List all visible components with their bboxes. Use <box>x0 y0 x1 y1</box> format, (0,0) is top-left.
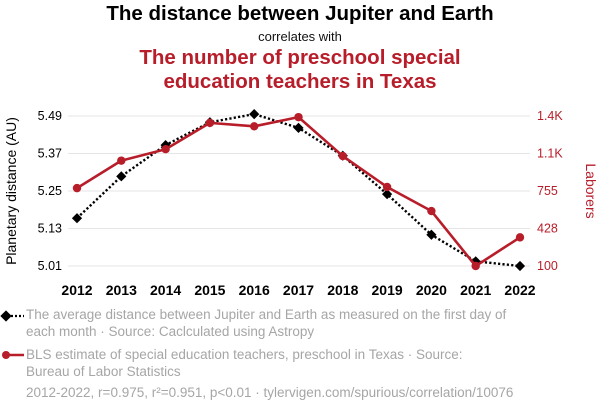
y-right-tick-label: 1.4K <box>537 109 563 123</box>
y-right-tick-label: 428 <box>537 222 558 236</box>
chart-subtitle: correlates with <box>258 29 342 44</box>
x-tick-label: 2012 <box>61 282 92 298</box>
point-teachers <box>471 261 480 271</box>
chart-title: The distance between Jupiter and Earth <box>106 2 494 25</box>
legend-item-distance: The average distance between Jupiter and… <box>26 306 586 340</box>
chart-footer: 2012-2022, r=0.975, r²=0.951, p<0.01 · t… <box>26 385 514 400</box>
axes: 5.01 5.13 5.25 5.37 5.49 100 428 755 1.1K 1.4K 201… <box>3 109 599 298</box>
x-tick-label: 2013 <box>106 282 137 298</box>
series-line-teachers <box>76 115 521 268</box>
grid-lines <box>68 115 530 267</box>
series-layer <box>71 109 526 272</box>
point-teachers <box>117 156 126 165</box>
x-tick-label: 2022 <box>504 282 535 298</box>
point-teachers <box>205 118 215 128</box>
point-teachers <box>250 122 259 131</box>
legend-item-teachers-line2: Bureau of Labor Statistics <box>26 364 181 379</box>
y-left-tick-label: 5.13 <box>38 222 62 236</box>
point-teachers <box>294 112 303 122</box>
y-left-tick-label: 5.37 <box>38 147 62 161</box>
x-tick-label: 2015 <box>194 282 225 298</box>
x-tick-label: 2016 <box>239 282 270 298</box>
legend-circle-icon <box>2 351 10 359</box>
point-distance <box>514 260 526 272</box>
point-teachers <box>338 151 347 161</box>
legend-item-teachers: BLS estimate of special education teache… <box>26 346 586 380</box>
y-right-axis-label: Laborers <box>583 163 599 218</box>
legend-item-distance-line2: each month · Source: Caclculated using A… <box>26 324 315 339</box>
x-tick-label: 2014 <box>150 282 181 298</box>
point-teachers <box>161 145 170 154</box>
point-distance <box>71 213 83 224</box>
point-teachers <box>382 182 392 192</box>
chart-title-secondary-line1: The number of preschool special <box>139 46 461 69</box>
point-distance <box>116 171 127 182</box>
y-left-tick-label: 5.25 <box>38 184 62 198</box>
y-right-tick-label: 1.1K <box>537 147 563 161</box>
legend-marker-distance <box>0 310 24 322</box>
x-tick-label: 2021 <box>460 282 491 298</box>
point-teachers <box>427 206 436 216</box>
legend-item-distance-line1: The average distance between Jupiter and… <box>26 307 507 322</box>
chart-title-secondary: The number of preschool special educatio… <box>60 46 540 94</box>
legend-item-teachers-line1: BLS estimate of special education teache… <box>26 347 463 362</box>
point-distance <box>249 109 260 120</box>
y-right-tick-label: 100 <box>537 259 558 273</box>
chart-title-secondary-line2: education teachers in Texas <box>163 70 437 93</box>
y-left-tick-label: 5.49 <box>38 109 62 123</box>
y-right-tick-label: 755 <box>537 184 558 198</box>
legend-diamond-icon <box>0 310 12 322</box>
y-left-axis-label: Planetary distance (AU) <box>3 117 19 265</box>
legend-marker-teachers <box>2 351 24 359</box>
x-tick-label: 2019 <box>372 282 403 298</box>
point-teachers <box>515 233 525 242</box>
y-left-tick-label: 5.01 <box>38 259 62 273</box>
x-tick-label: 2018 <box>327 282 358 298</box>
series-line-distance <box>76 112 521 268</box>
point-teachers <box>72 183 82 193</box>
x-tick-label: 2020 <box>416 282 447 298</box>
x-tick-label: 2017 <box>283 282 314 298</box>
